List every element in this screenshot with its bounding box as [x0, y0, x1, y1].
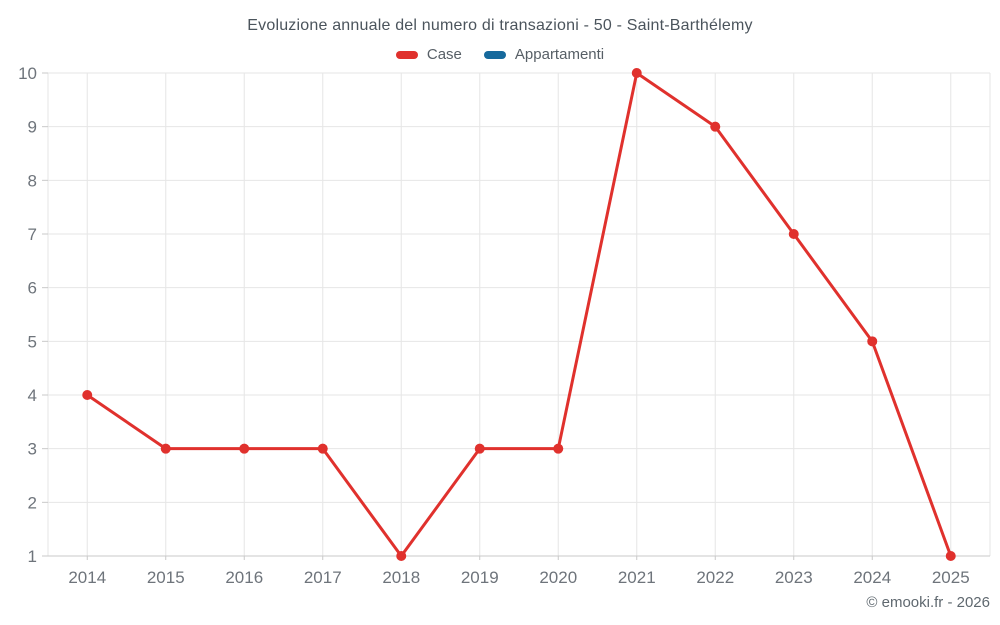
x-axis-labels: 2014 2015 2016 2017 2018 2019 2020 2021 2022 2023…	[68, 568, 969, 587]
data-point[interactable]	[317, 443, 328, 454]
data-point[interactable]	[239, 443, 250, 454]
data-point[interactable]	[945, 551, 956, 561]
x-tick-label: 2020	[539, 568, 577, 587]
legend-label-appartamenti: Appartamenti	[514, 46, 605, 63]
x-tick-label: 2024	[853, 568, 891, 587]
y-tick-label: 6	[28, 279, 37, 298]
vertical-gridlines	[47, 73, 991, 556]
data-point[interactable]	[553, 443, 564, 454]
y-tick-label: 8	[28, 171, 37, 190]
y-tick-label: 3	[28, 440, 37, 459]
y-tick-label: 7	[28, 225, 37, 244]
y-tick-label: 2	[28, 493, 37, 512]
x-tick-label: 2021	[618, 568, 656, 587]
horizontal-gridlines	[48, 72, 990, 557]
x-tick-label: 2016	[225, 568, 263, 587]
y-tick-label: 5	[28, 332, 37, 351]
data-point[interactable]	[710, 121, 721, 132]
data-point[interactable]	[788, 229, 799, 239]
x-tick-label: 2015	[147, 568, 185, 587]
y-axis-ticks	[42, 72, 48, 557]
data-point[interactable]	[82, 390, 93, 400]
x-tick-label: 2022	[696, 568, 734, 587]
chart-title: Evoluzione annuale del numero di transaz…	[247, 17, 753, 34]
copyright-text: © emooki.fr - 2026	[866, 594, 990, 611]
legend-item-appartamenti[interactable]: Appartamenti	[483, 46, 605, 63]
y-tick-label: 1	[28, 547, 37, 566]
x-tick-label: 2014	[68, 568, 106, 587]
data-point[interactable]	[474, 443, 485, 454]
x-tick-label: 2017	[304, 568, 342, 587]
y-tick-label: 9	[28, 118, 37, 137]
chart-legend: Case Appartamenti	[0, 46, 1000, 63]
data-point[interactable]	[160, 443, 171, 454]
data-point[interactable]	[867, 336, 878, 347]
series-line	[85, 71, 953, 558]
y-axis-labels: 1 2 3 4 5 6 7 8 9 10	[18, 64, 37, 566]
series-case	[82, 68, 956, 561]
appartamenti-series-swatch-icon	[483, 50, 506, 59]
data-point[interactable]	[396, 551, 407, 561]
case-series-swatch-icon	[395, 50, 418, 59]
x-tick-label: 2023	[775, 568, 813, 587]
y-tick-label: 10	[18, 64, 37, 83]
legend-item-case[interactable]: Case	[395, 46, 462, 63]
x-tick-label: 2019	[461, 568, 499, 587]
legend-label-case: Case	[426, 46, 462, 63]
x-axis-ticks	[86, 556, 952, 560]
x-tick-label: 2018	[382, 568, 420, 587]
x-tick-label: 2025	[932, 568, 970, 587]
data-point[interactable]	[631, 68, 642, 78]
y-tick-label: 4	[28, 386, 37, 405]
